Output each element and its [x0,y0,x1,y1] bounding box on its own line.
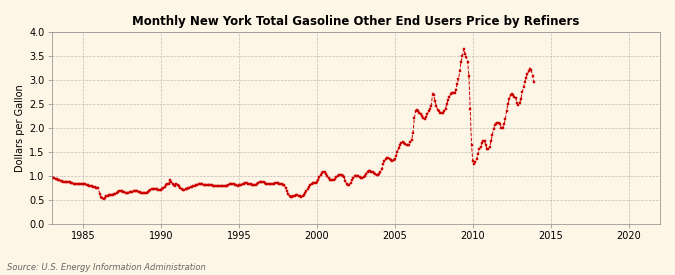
Title: Monthly New York Total Gasoline Other End Users Price by Refiners: Monthly New York Total Gasoline Other En… [132,15,580,28]
Text: Source: U.S. Energy Information Administration: Source: U.S. Energy Information Administ… [7,263,205,272]
Y-axis label: Dollars per Gallon: Dollars per Gallon [15,84,25,172]
